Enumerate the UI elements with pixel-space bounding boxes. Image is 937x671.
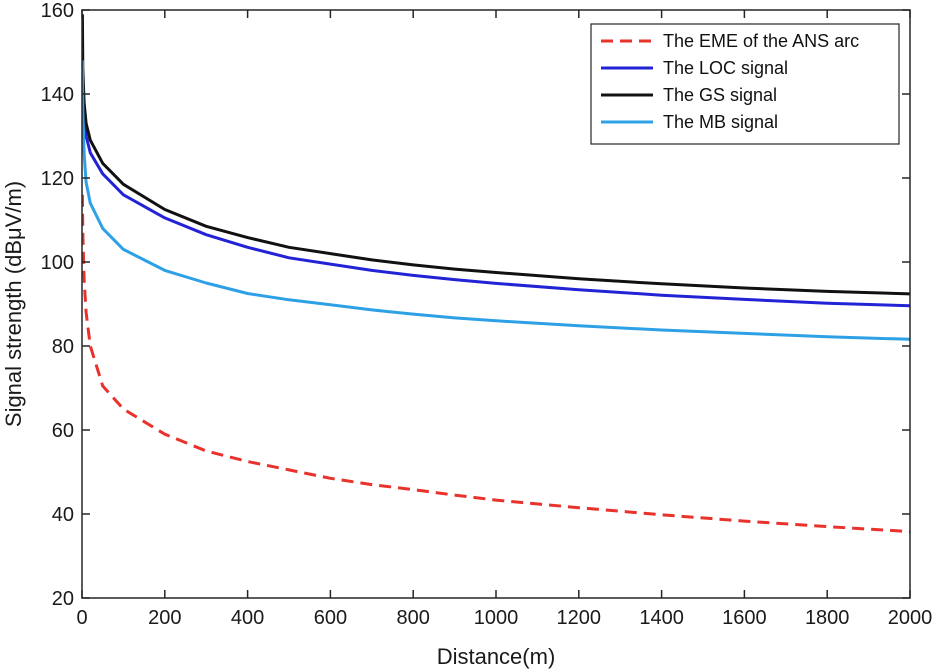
x-tick-label: 800 bbox=[397, 607, 430, 629]
legend-label-3: The GS signal bbox=[663, 85, 777, 105]
x-tick-label: 2000 bbox=[888, 607, 933, 629]
x-tick-label: 0 bbox=[76, 607, 87, 629]
y-tick-label: 100 bbox=[41, 252, 74, 274]
y-tick-label: 80 bbox=[52, 336, 74, 358]
x-tick-label: 1400 bbox=[639, 607, 684, 629]
y-tick-label: 60 bbox=[52, 420, 74, 442]
x-tick-label: 600 bbox=[314, 607, 347, 629]
legend-label-2: The LOC signal bbox=[663, 58, 788, 78]
x-axis-title: Distance(m) bbox=[437, 644, 556, 669]
y-tick-label: 160 bbox=[41, 0, 74, 22]
x-tick-label: 1200 bbox=[557, 607, 602, 629]
y-tick-label: 140 bbox=[41, 84, 74, 106]
x-tick-label: 1800 bbox=[805, 607, 850, 629]
y-axis-title: Signal strength (dBμV/m) bbox=[1, 181, 26, 427]
series-line-4 bbox=[82, 60, 910, 341]
series-line-1 bbox=[82, 194, 910, 534]
axes: 0 200 400 600 800 1000 1200 1400 1600 1800 2000 20 4… bbox=[41, 0, 933, 629]
legend-label-4: The MB signal bbox=[663, 112, 778, 132]
y-tick-label: 120 bbox=[41, 168, 74, 190]
x-tick-label: 400 bbox=[231, 607, 264, 629]
x-tick-label: 1000 bbox=[474, 607, 519, 629]
x-tick-label: 200 bbox=[148, 607, 181, 629]
legend-label-1: The EME of the ANS arc bbox=[663, 31, 859, 51]
series-layer bbox=[82, 14, 910, 534]
legend-box bbox=[590, 23, 900, 145]
y-tick-label: 40 bbox=[52, 504, 74, 526]
y-tick-label: 20 bbox=[52, 588, 74, 610]
legend: The EME of the ANS arc The LOC signal The … bbox=[590, 23, 900, 145]
x-tick-label: 1600 bbox=[722, 607, 767, 629]
series-line-3 bbox=[82, 14, 910, 296]
series-line-2 bbox=[82, 60, 910, 308]
